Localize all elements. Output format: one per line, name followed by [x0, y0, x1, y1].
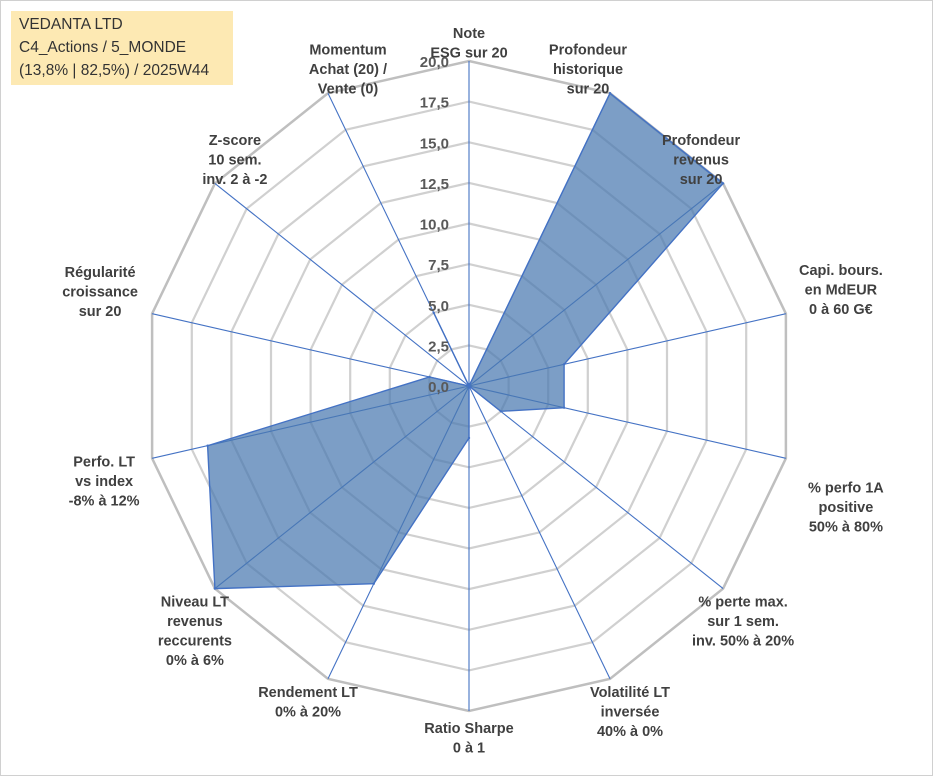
series-point [562, 406, 566, 409]
axis-label-line: sur 1 sem. [707, 614, 779, 630]
series-point [428, 375, 431, 379]
axis-spoke [151, 313, 470, 387]
axis-label-line: 0 à 60 G€ [809, 302, 873, 318]
axis-label-line: -8% à 12% [69, 493, 140, 509]
axis-label-line: Profondeur [662, 133, 740, 149]
tick-label: 15,0 [420, 135, 449, 152]
axis-label: Régularité croissance sur 20 [62, 265, 138, 320]
axis-label-line: 40% à 0% [597, 724, 663, 740]
axis-label-line: historique [553, 62, 623, 78]
tick-label: 7,5 [428, 257, 449, 274]
title-box: VEDANTA LTD C4_Actions / 5_MONDE (13,8% … [11, 11, 233, 85]
tick-label: 0,0 [428, 379, 449, 396]
axis-label-line: Z-score [209, 133, 261, 149]
axis-label-line: Momentum [309, 43, 386, 59]
tick-label: 17,5 [420, 95, 449, 112]
axis-label: Profondeur historique sur 20 [549, 43, 627, 98]
series-point [213, 587, 217, 590]
axis-label-line: Rendement LT [258, 685, 358, 701]
axis-label-line: Volatilité LT [590, 685, 670, 701]
series-point [721, 182, 725, 185]
axis-label-line: revenus [673, 152, 729, 168]
axis-label-line: inv. 2 à -2 [202, 172, 267, 188]
tick-label: 2,5 [428, 338, 449, 355]
tick-label: 12,5 [420, 176, 449, 193]
axis-label-line: sur 20 [567, 82, 610, 98]
axis-spoke [468, 385, 724, 590]
axis-label: Volatilité LT inversée 40% à 0% [590, 685, 670, 740]
axis-label-line: Note [453, 26, 485, 42]
axis-label-line: sur 20 [680, 172, 723, 188]
series-point [206, 444, 209, 447]
axis-label-line: % perfo 1A [808, 480, 884, 496]
radar-tick-labels: 0,0 2,5 5,0 7,5 10,0 12,5 15,0 17,5 20,0 [420, 54, 449, 396]
series-point [467, 436, 471, 440]
axis-label-line: Perfo. LT [73, 454, 135, 470]
axis-label-line: 10 sem. [208, 152, 261, 168]
axis-label: % perfo 1A positive 50% à 80% [808, 480, 884, 535]
axis-label-line: positive [819, 500, 874, 516]
title-score-week: (13,8% | 82,5%) / 2025W44 [19, 62, 210, 79]
axis-label-line: ESG sur 20 [430, 46, 507, 62]
axis-label-line: Capi. bours. [799, 263, 883, 279]
axis-label: Profondeur revenus sur 20 [662, 133, 740, 188]
axis-label-line: Vente (0) [318, 82, 379, 98]
axis-label-line: reccurents [158, 634, 232, 650]
series-point [467, 384, 471, 388]
axis-label-line: inv. 50% à 20% [692, 634, 794, 650]
axis-label-line: Achat (20) / [309, 62, 387, 78]
axis-label: % perte max. sur 1 sem. inv. 50% à 20% [692, 595, 794, 650]
tick-label: 20,0 [420, 54, 449, 71]
axis-label-line: revenus [167, 614, 223, 630]
axis-label-line: Régularité [65, 265, 136, 281]
axis-label-line: Profondeur [549, 43, 627, 59]
axis-label-line: % perte max. [698, 595, 787, 611]
axis-label: Niveau LT revenus reccurents 0% à 6% [158, 595, 232, 670]
axis-label: Momentum Achat (20) / Vente (0) [309, 43, 387, 98]
title-category: C4_Actions / 5_MONDE [19, 39, 187, 56]
series-point [499, 410, 502, 413]
series-area [206, 92, 725, 590]
axis-label-line: inversée [601, 704, 660, 720]
axis-label-line: 0% à 20% [275, 704, 341, 720]
axis-label-line: 0 à 1 [453, 741, 485, 757]
radar-axis-labels: Note ESG sur 20 Profondeur historique sur 20… [62, 26, 884, 757]
axis-label-line: 0% à 6% [166, 653, 224, 669]
axis-label-line: vs index [75, 474, 133, 490]
series-point [432, 311, 435, 314]
series-point [608, 92, 612, 95]
series-point [372, 582, 375, 585]
axis-label-line: Ratio Sharpe [424, 721, 513, 737]
axis-label: Ratio Sharpe 0 à 1 [424, 721, 513, 757]
axis-spoke [214, 182, 470, 387]
tick-label: 10,0 [420, 217, 449, 234]
axis-label-line: 50% à 80% [809, 519, 883, 535]
axis-label-line: sur 20 [79, 304, 122, 320]
axis-label: Z-score 10 sem. inv. 2 à -2 [202, 133, 267, 188]
axis-label: Note ESG sur 20 [430, 26, 507, 62]
title-company: VEDANTA LTD [19, 16, 123, 33]
axis-label-line: Niveau LT [161, 595, 229, 611]
axis-label: Rendement LT 0% à 20% [258, 685, 358, 721]
series-point [562, 363, 566, 366]
axis-label-line: en MdEUR [805, 283, 878, 299]
axis-label: Capi. bours. en MdEUR 0 à 60 G€ [799, 263, 883, 318]
axis-label-line: croissance [62, 285, 138, 301]
axis-spoke [468, 385, 611, 680]
radar-series [206, 92, 725, 590]
axis-label: Perfo. LT vs index -8% à 12% [69, 454, 140, 509]
tick-label: 5,0 [428, 298, 449, 315]
